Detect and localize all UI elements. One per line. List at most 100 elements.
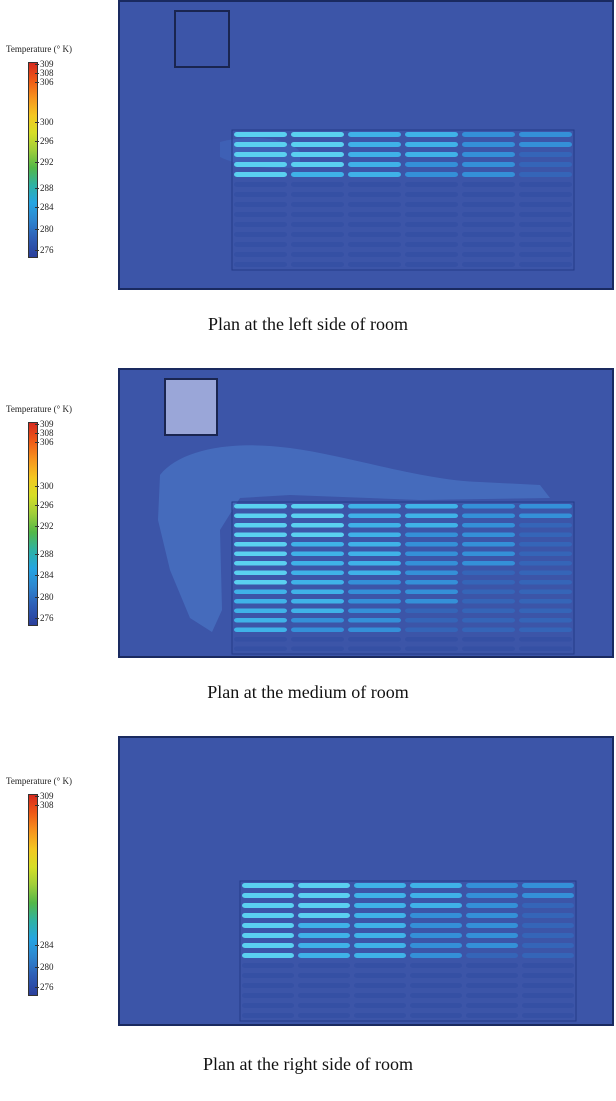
heat-cell [405,132,458,137]
heat-cell [522,1013,574,1018]
heat-cell [405,561,458,566]
tick-284: 284 [35,202,54,212]
heat-cell [462,551,515,556]
heat-cell [348,232,401,237]
tick-284: 284 [35,940,54,950]
temperature-plot [118,368,614,658]
tick-308: 308 [35,68,54,78]
heat-cell [234,222,287,227]
legend-title: Temperature (° K) [6,44,72,54]
heat-cell [519,551,572,556]
heat-cell [234,232,287,237]
heat-cell [462,627,515,632]
heat-cell [519,618,572,623]
heat-cell [405,262,458,267]
heat-cell [462,242,515,247]
heat-cell [242,933,294,938]
heat-cell [405,212,458,217]
heat-cell [466,973,518,978]
heat-cell [242,1013,294,1018]
heat-cell [462,212,515,217]
tick-284: 284 [35,570,54,580]
heat-cell [242,903,294,908]
heat-cell [234,580,287,585]
heat-cell [519,172,572,177]
heat-cell [242,963,294,968]
heat-cell [348,222,401,227]
heat-cell [405,172,458,177]
heat-cell [405,589,458,594]
heat-cell [348,580,401,585]
tick-296: 296 [35,500,54,510]
tick-288: 288 [35,183,54,193]
heat-cell [348,162,401,167]
heat-cell [234,242,287,247]
tick-276: 276 [35,245,54,255]
colorbar [28,62,38,258]
heat-cell [291,212,344,217]
tick-280: 280 [35,962,54,972]
heat-cell [405,608,458,613]
heat-cell [234,551,287,556]
heat-cell [462,608,515,613]
heat-cell [291,523,344,528]
heat-cell [462,222,515,227]
grid-frame [239,880,577,1022]
colorbar [28,794,38,996]
heat-cell [234,152,287,157]
heat-cell [348,202,401,207]
panel-right-side: Temperature (° K) 309 308 284 280 276 Pl… [0,736,616,1101]
heat-cell [462,542,515,547]
temperature-plot [118,0,614,290]
heat-cell [298,933,350,938]
heat-cell [462,513,515,518]
heat-cell [522,943,574,948]
heat-cell [354,913,406,918]
heat-cell [234,627,287,632]
heat-cell [466,953,518,958]
heat-cell [466,903,518,908]
heat-cell [234,192,287,197]
heat-cell [462,132,515,137]
heat-cell [519,580,572,585]
heat-cell [291,504,344,509]
heat-cell [519,262,572,267]
heat-cell [354,963,406,968]
heat-cell [462,532,515,537]
heat-cell [522,993,574,998]
heat-cell [242,893,294,898]
tick-288: 288 [35,549,54,559]
heat-cell [462,637,515,642]
heat-cell [405,513,458,518]
heat-cell [405,551,458,556]
legend-title: Temperature (° K) [6,404,72,414]
heat-cell [242,953,294,958]
heat-cell [410,1003,462,1008]
heat-cell [298,883,350,888]
heat-cell [522,893,574,898]
heat-cell [410,993,462,998]
heat-cell [242,993,294,998]
heat-cell [298,1013,350,1018]
heat-cell [348,608,401,613]
heat-cell [519,232,572,237]
heat-cell [348,252,401,257]
heat-cell [234,532,287,537]
heat-cell [291,561,344,566]
heat-cell [354,923,406,928]
heat-cell [291,570,344,575]
panel-medium: Temperature (° K) 309 308 306 300 296 29… [0,368,616,733]
heat-cell [298,983,350,988]
heat-cell [234,212,287,217]
heat-cell [410,953,462,958]
heat-cell [410,943,462,948]
tick-308: 308 [35,800,54,810]
heat-cell [405,222,458,227]
heat-cell [348,561,401,566]
heat-cell [405,646,458,651]
heat-cell [519,252,572,257]
heat-cell [348,570,401,575]
heat-cell [405,252,458,257]
heat-cell [234,172,287,177]
tick-280: 280 [35,592,54,602]
